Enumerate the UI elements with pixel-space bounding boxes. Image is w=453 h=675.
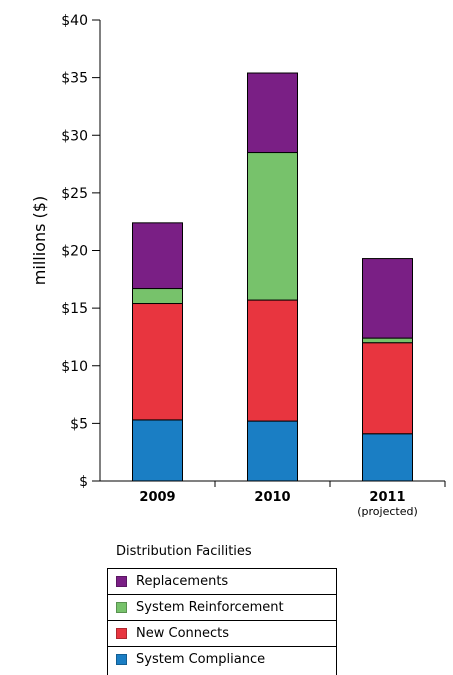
y-tick-label: $25 [61, 186, 88, 202]
y-tick-label: $5 [70, 416, 88, 432]
bar-segment-replacements [132, 222, 183, 290]
y-axis-label: millions ($) [30, 195, 50, 285]
y-tick-label: $15 [61, 301, 88, 317]
y-tick-label: $20 [61, 244, 88, 260]
bar-segment-new-connects [132, 303, 183, 421]
bar-segment-new-connects [247, 299, 298, 422]
bar-segment-system-reinforcement [362, 337, 413, 344]
legend-item-new-connects: New Connects [108, 621, 336, 647]
bar-segment-new-connects [362, 342, 413, 435]
legend: Replacements System Reinforcement New Conn… [107, 568, 337, 675]
y-tick-label: $40 [61, 13, 88, 29]
legend-swatch [116, 654, 127, 665]
x-tick-label: 2010 [254, 490, 290, 505]
legend-item-replacements: Replacements [108, 569, 336, 595]
legend-swatch [116, 628, 127, 639]
bar-segment-replacements [362, 258, 413, 339]
x-tick-label: 2009 [139, 490, 175, 505]
y-tick-label: $35 [61, 71, 88, 87]
legend-swatch [116, 576, 127, 587]
x-axis: 2009 2010 2011(projected) [100, 480, 446, 518]
legend-item-system-compliance: System Compliance [108, 647, 336, 672]
y-tick-label: $30 [61, 128, 88, 144]
legend-item-system-reinforcement: System Reinforcement [108, 595, 336, 621]
legend-title: Distribution Facilities [116, 544, 252, 559]
x-tick-sublabel: (projected) [357, 505, 418, 518]
legend-label: System Reinforcement [136, 600, 284, 615]
legend-label: New Connects [136, 626, 230, 641]
legend-swatch [116, 602, 127, 613]
bar-segment-system-reinforcement [132, 288, 183, 305]
bar-segment-replacements [247, 72, 298, 154]
y-tick-label: $ [79, 474, 88, 490]
legend-label: Replacements [136, 574, 229, 589]
x-tick-label: 2011 [369, 490, 405, 505]
bar-segment-system-compliance [247, 420, 298, 482]
bar-segment-system-compliance [362, 433, 413, 482]
bars [132, 72, 413, 482]
y-axis: $ $5 $10 $15 $20 $25 $30 $35 $40 [61, 13, 101, 490]
bar-segment-system-reinforcement [247, 152, 298, 301]
bar-segment-system-compliance [132, 419, 183, 482]
y-tick-label: $10 [61, 359, 88, 375]
y-axis-label-container: millions ($) [20, 140, 60, 340]
legend-label: System Compliance [136, 652, 266, 667]
